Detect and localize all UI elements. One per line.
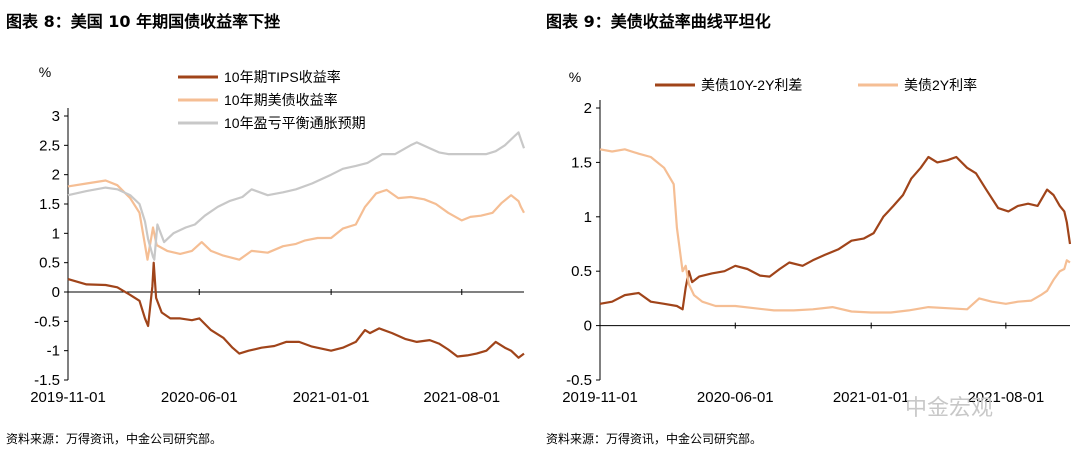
y-tick-label: 0.5 [571, 263, 592, 280]
x-tick-label: 2019-11-01 [562, 389, 638, 406]
y-tick-label: 0.5 [39, 255, 60, 272]
y-tick-label: 2 [584, 100, 592, 117]
right-chart-title: 图表 9：美债收益率曲线平坦化 [546, 12, 771, 31]
y-axis-unit: % [39, 64, 51, 80]
right-chart-source: 资料来源：万得资讯，中金公司研究部。 [546, 432, 763, 446]
y-axis-unit: % [569, 69, 581, 85]
y-tick-label: -1 [47, 343, 60, 360]
y-tick-label: 1.5 [571, 154, 592, 171]
y-tick-label: 1 [52, 225, 60, 242]
y-tick-label: 2 [52, 167, 60, 184]
legend-label-1: 10年期美债收益率 [224, 92, 338, 108]
series-line-1 [67, 179, 525, 261]
x-tick-label: 2021-01-01 [833, 389, 910, 406]
x-tick-label: 2021-08-01 [423, 389, 500, 406]
legend-label-0: 美债10Y-2Y利差 [701, 77, 802, 93]
x-tick-label: 2020-06-01 [161, 389, 238, 406]
watermark-text: 中金宏观 [905, 396, 994, 421]
y-tick-label: 3 [52, 108, 60, 125]
y-tick-label: 0 [584, 318, 592, 335]
series-line-0 [599, 155, 1072, 311]
y-tick-label: 1 [584, 209, 592, 226]
x-tick-label: 2019-11-01 [30, 389, 106, 406]
y-tick-label: -1.5 [34, 372, 60, 389]
y-tick-label: -0.5 [566, 372, 592, 389]
left-chart-title: 图表 8：美国 10 年期国债收益率下挫 [6, 12, 281, 31]
y-tick-label: -0.5 [34, 313, 60, 330]
x-tick-label: 2021-01-01 [293, 389, 370, 406]
legend-label-0: 10年期TIPS收益率 [224, 69, 341, 85]
legend-label-1: 美债2Y利率 [904, 77, 977, 93]
y-tick-label: 0 [52, 284, 60, 301]
x-tick-label: 2020-06-01 [697, 389, 774, 406]
y-tick-label: 2.5 [39, 137, 60, 154]
y-tick-label: 1.5 [39, 196, 60, 213]
series-line-2 [67, 131, 526, 261]
legend-label-2: 10年盈亏平衡通胀预期 [224, 115, 366, 131]
x-tick-label: 2021-08-01 [967, 389, 1044, 406]
left-chart-source: 资料来源：万得资讯，中金公司研究部。 [6, 432, 223, 446]
series-line-1 [599, 148, 1071, 314]
series-line-0 [67, 261, 525, 359]
